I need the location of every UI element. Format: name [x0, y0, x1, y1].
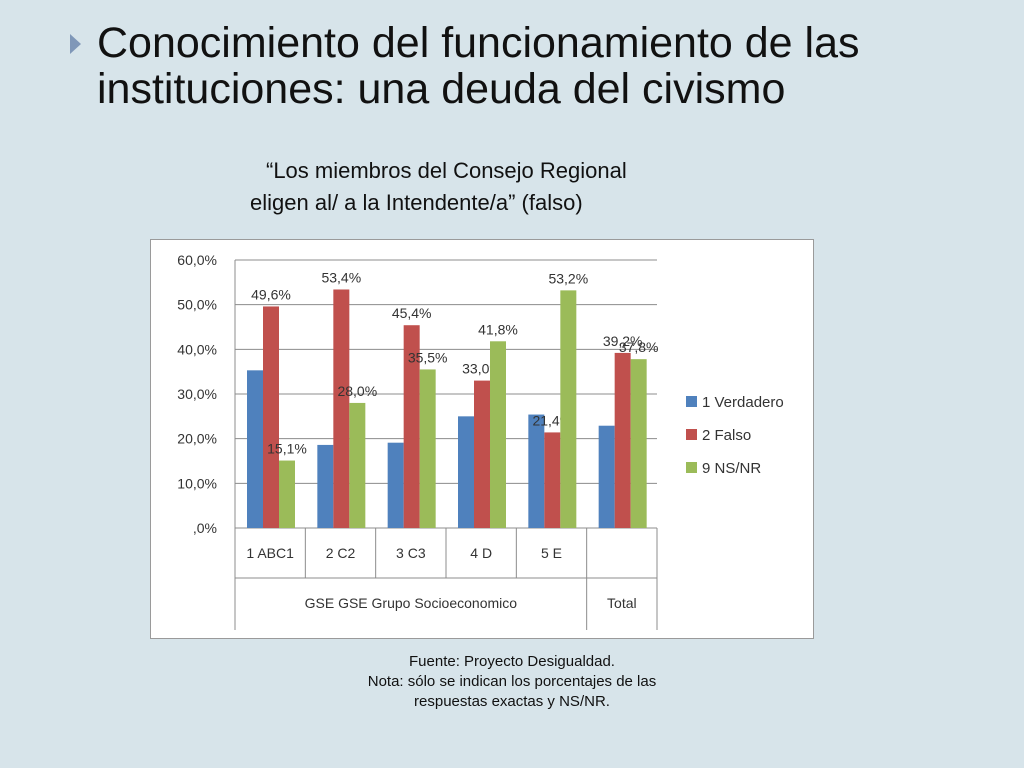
y-tick-label: 20,0% — [177, 431, 217, 447]
source-line-2: Nota: sólo se indican los porcentajes de… — [367, 673, 657, 690]
title-line-2: instituciones: una deuda del civismo — [97, 65, 786, 113]
bar-2-falso — [403, 325, 420, 528]
y-tick-label: 30,0% — [177, 386, 217, 402]
bar-1-verdadero — [387, 442, 404, 528]
x-tick-label: 4 D — [470, 545, 492, 561]
source-line-3: respuestas exactas y NS/NR. — [414, 693, 610, 710]
data-label: 35,5% — [408, 349, 448, 365]
bar-9-ns-nr — [630, 359, 647, 528]
bar-chart: ,0% 10,0% 20,0% 30,0% 40,0% 50,0% 60,0% 1 ABC1 2… — [177, 252, 784, 630]
legend-label: 1 Verdadero — [702, 394, 784, 411]
question-line-2: eligen al/ a la Intendente/a” (falso) — [250, 190, 583, 215]
chart-question: “Los miembros del Consejo Regional elige… — [250, 155, 670, 219]
bar-9-ns-nr — [490, 341, 506, 528]
chart-frame: ,0% 10,0% 20,0% 30,0% 40,0% 50,0% 60,0% 1 ABC1 2… — [150, 239, 814, 639]
bar-2-falso — [263, 306, 279, 528]
bar-1-verdadero — [317, 444, 334, 528]
bar-9-ns-nr — [279, 460, 295, 528]
source-line-1: Fuente: Proyecto Desigualdad. — [409, 653, 615, 670]
x-tick-label: Total — [607, 595, 637, 611]
question-line-1: “Los miembros del Consejo Regional — [266, 158, 627, 183]
source-note: Fuente: Proyecto Desigualdad. Nota: sólo… — [330, 652, 694, 712]
bar-9-ns-nr — [349, 402, 366, 528]
legend-swatch — [686, 462, 697, 473]
x-tick-label: 2 C2 — [326, 545, 356, 561]
data-label: 53,2% — [548, 270, 588, 286]
bar-2-falso — [614, 352, 631, 528]
bar-2-falso — [544, 432, 561, 528]
y-tick-label: 60,0% — [177, 252, 217, 268]
bar-1-verdadero — [598, 425, 615, 528]
bar-9-ns-nr — [560, 290, 577, 528]
bar-1-verdadero — [247, 370, 263, 528]
bar-9-ns-nr — [419, 369, 436, 528]
x-tick-label: 1 ABC1 — [246, 545, 294, 561]
title-line-1: Conocimiento del funcionamiento de las — [97, 19, 860, 67]
legend-label: 9 NS/NR — [702, 460, 761, 477]
x-tick-label: 5 E — [541, 545, 562, 561]
legend-swatch — [686, 396, 697, 407]
bar-1-verdadero — [458, 416, 474, 528]
bar-1-verdadero — [528, 414, 545, 528]
data-label: 37,8% — [619, 339, 659, 355]
y-tick-label: 50,0% — [177, 297, 217, 313]
slide-title: Conocimiento del funcionamiento de las i… — [97, 20, 997, 112]
data-label: 15,1% — [267, 441, 307, 457]
y-tick-label: 10,0% — [177, 475, 217, 491]
data-label: 39,2% — [603, 333, 643, 349]
data-label: 49,6% — [251, 286, 291, 302]
legend-swatch — [686, 429, 697, 440]
bar-2-falso — [474, 380, 490, 528]
y-tick-label: ,0% — [193, 520, 217, 536]
x-tick-label: 3 C3 — [396, 545, 426, 561]
data-label: 28,0% — [337, 383, 377, 399]
legend-label: 2 Falso — [702, 427, 751, 444]
x-group-label: GSE GSE Grupo Socioeconomico — [305, 595, 518, 611]
bullet-arrow-icon — [70, 34, 81, 54]
data-label: 41,8% — [478, 321, 518, 337]
bar-2-falso — [333, 289, 350, 528]
data-label: 45,4% — [392, 305, 432, 321]
y-tick-label: 40,0% — [177, 341, 217, 357]
data-label: 53,4% — [321, 269, 361, 285]
